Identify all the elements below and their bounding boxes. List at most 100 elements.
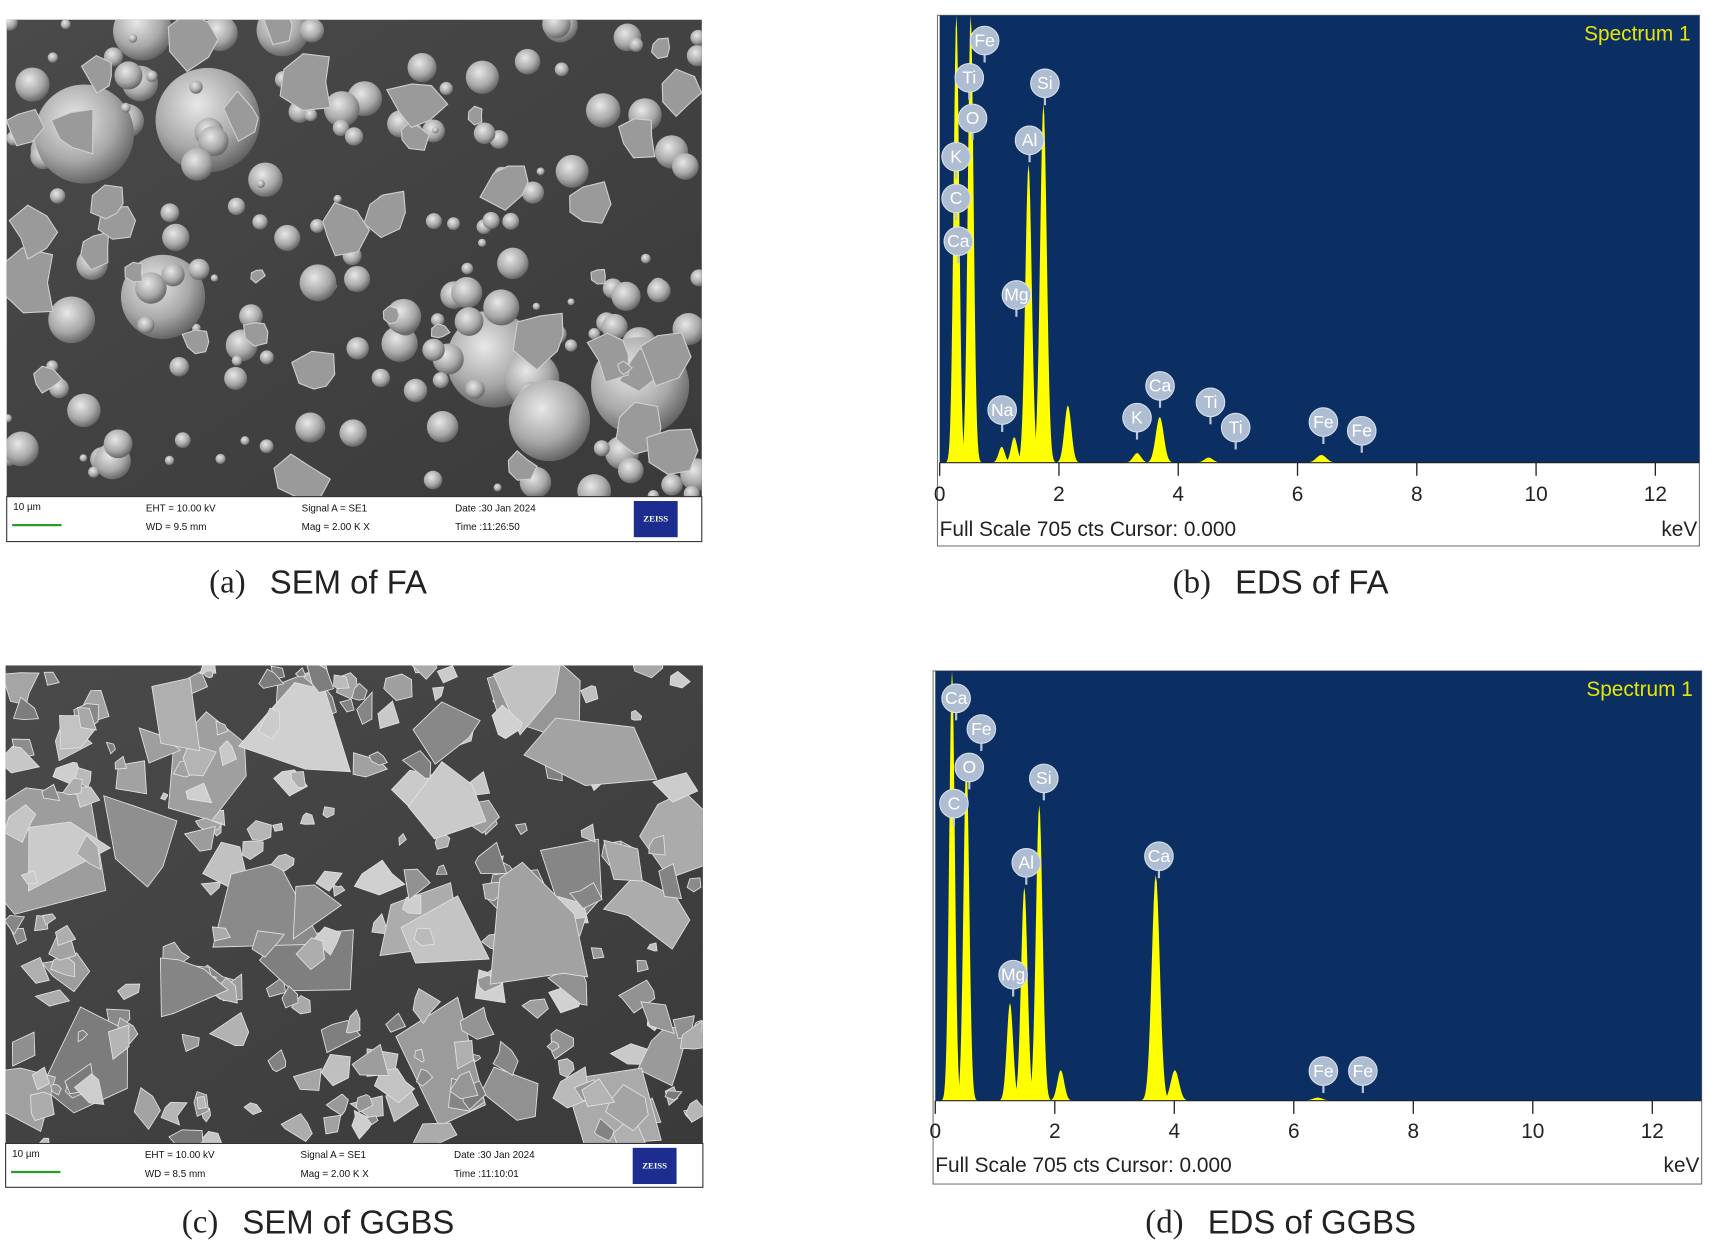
particle [672, 153, 699, 180]
slag-grain [414, 1048, 425, 1063]
slag-grain [185, 782, 213, 804]
slag-grain [332, 883, 346, 897]
element-label: Ca [1149, 376, 1172, 396]
element-label: K [1131, 407, 1143, 427]
slag-grain [474, 841, 508, 875]
slag-grain [151, 677, 201, 752]
element-label: Mg [1004, 285, 1028, 305]
particle [686, 44, 702, 67]
agglomerate [6, 108, 45, 147]
element-marker [1346, 416, 1377, 446]
info-text: Date :30 Jan 2024 [455, 503, 536, 514]
slag-grain [664, 1090, 683, 1101]
particle [555, 154, 589, 188]
particle [425, 213, 442, 230]
peak [1301, 455, 1342, 463]
peak [940, 670, 964, 1101]
agglomerate [263, 19, 293, 46]
element-label: C [948, 793, 961, 813]
slag-grain [368, 751, 388, 766]
particle [239, 304, 263, 328]
element-label: Ca [945, 688, 968, 708]
slag-grain [489, 861, 589, 985]
slag-grain [208, 1011, 250, 1047]
slag-grain [679, 1019, 703, 1050]
agglomerate [507, 450, 538, 481]
particle [482, 211, 500, 230]
element-marker [998, 959, 1028, 990]
sem-texture [5, 665, 703, 1144]
particle [174, 432, 191, 449]
particle [231, 355, 243, 366]
particle [451, 277, 483, 309]
particle [461, 262, 474, 275]
element-label: Na [991, 400, 1014, 420]
slag-grain [294, 666, 307, 678]
element-marker [1220, 412, 1251, 443]
slag-grain [11, 1031, 36, 1067]
slag-grain [29, 1091, 55, 1122]
element-label: Fe [1313, 412, 1333, 432]
slag-grain [272, 822, 284, 832]
slag-grain [292, 1067, 322, 1091]
particle [295, 412, 326, 443]
slag-grain [514, 823, 528, 836]
slag-grain [211, 926, 231, 942]
element-marker [987, 395, 1017, 425]
element-marker [941, 141, 971, 172]
slag-grain [636, 959, 649, 973]
info-text: WD = 8.5 mm [145, 1169, 206, 1180]
slag-grain [243, 1102, 263, 1116]
slag-grain [160, 792, 169, 801]
peak [1030, 104, 1057, 463]
element-marker [1014, 125, 1045, 156]
particle [310, 218, 325, 233]
particle [432, 126, 439, 134]
particle [588, 327, 601, 340]
particle [447, 217, 460, 231]
particle [103, 429, 133, 459]
particle [502, 212, 520, 230]
particle [422, 338, 445, 361]
caption: (b) EDS of FA [1173, 563, 1389, 600]
slag-grain [312, 926, 342, 956]
slag-grain [631, 709, 643, 721]
peak [1158, 1070, 1192, 1101]
agglomerate [6, 247, 54, 314]
agglomerate [467, 105, 483, 126]
particle [210, 274, 219, 282]
slag-grain [400, 895, 490, 964]
peak [1297, 1097, 1338, 1101]
slag-grain [246, 820, 272, 842]
element-marker [1195, 387, 1226, 418]
peak [1121, 453, 1153, 463]
agglomerate [618, 118, 656, 159]
peak [997, 1003, 1023, 1101]
x-tick-label: 0 [929, 1120, 941, 1143]
element-label: Ti [962, 68, 976, 88]
element-label: Fe [971, 719, 991, 739]
slag-grain [267, 1049, 287, 1073]
particle [536, 167, 545, 176]
particle [6, 414, 12, 423]
element-label: Si [1036, 768, 1052, 788]
slag-grain [449, 1070, 479, 1100]
caption: (a) SEM of FA [209, 563, 427, 600]
particle [6, 19, 18, 31]
x-tick-label: 0 [934, 483, 946, 506]
slag-grain [569, 882, 603, 910]
slag-grain [652, 772, 699, 803]
slag-grain [594, 1117, 615, 1142]
slag-grain [492, 1040, 519, 1076]
agglomerate [33, 365, 64, 394]
agglomerate [646, 428, 699, 476]
slag-grain [292, 884, 342, 940]
agglomerate [651, 37, 671, 59]
slag-grain [62, 777, 83, 796]
particle [160, 203, 180, 223]
particle [169, 357, 189, 377]
slag-grain [20, 956, 50, 984]
x-tick-label: 6 [1292, 483, 1304, 506]
particle [48, 296, 96, 344]
